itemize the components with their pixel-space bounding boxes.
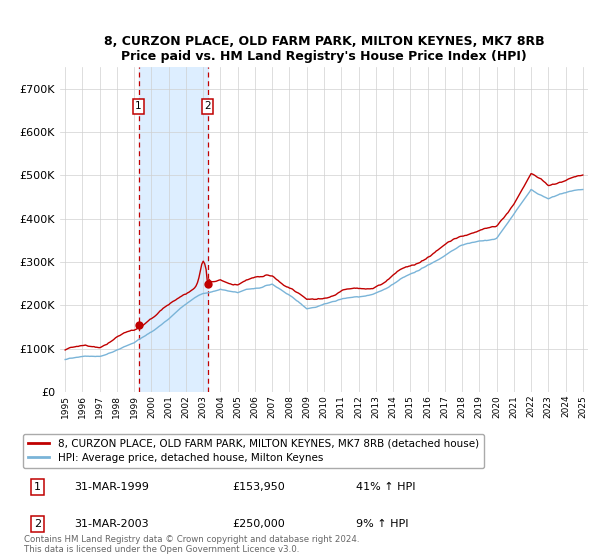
Text: 41% ↑ HPI: 41% ↑ HPI xyxy=(356,482,416,492)
Text: 2: 2 xyxy=(34,519,41,529)
Text: 31-MAR-2003: 31-MAR-2003 xyxy=(74,519,149,529)
Text: 2: 2 xyxy=(204,101,211,111)
Text: Contains HM Land Registry data © Crown copyright and database right 2024.
This d: Contains HM Land Registry data © Crown c… xyxy=(23,535,359,554)
Bar xyxy=(139,67,208,392)
Text: 9% ↑ HPI: 9% ↑ HPI xyxy=(356,519,409,529)
Text: 1: 1 xyxy=(34,482,41,492)
Title: 8, CURZON PLACE, OLD FARM PARK, MILTON KEYNES, MK7 8RB
Price paid vs. HM Land Re: 8, CURZON PLACE, OLD FARM PARK, MILTON K… xyxy=(104,35,544,63)
Text: £153,950: £153,950 xyxy=(232,482,285,492)
Text: 31-MAR-1999: 31-MAR-1999 xyxy=(74,482,149,492)
Legend: 8, CURZON PLACE, OLD FARM PARK, MILTON KEYNES, MK7 8RB (detached house), HPI: Av: 8, CURZON PLACE, OLD FARM PARK, MILTON K… xyxy=(23,433,484,468)
Text: 1: 1 xyxy=(135,101,142,111)
Text: £250,000: £250,000 xyxy=(232,519,285,529)
